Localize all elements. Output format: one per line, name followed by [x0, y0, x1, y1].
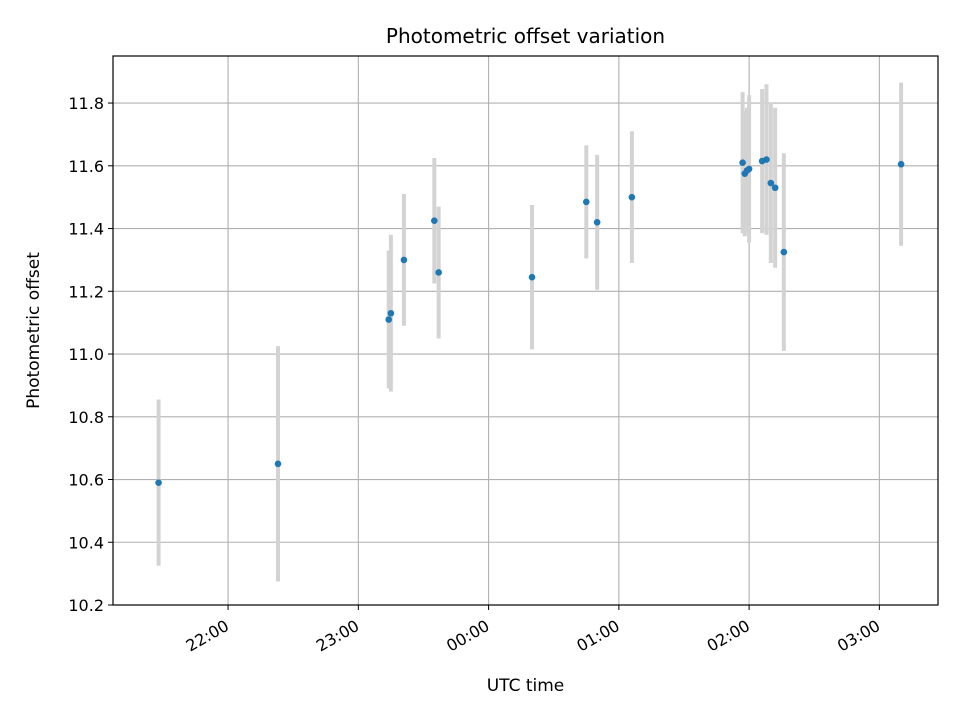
data-point [528, 273, 536, 281]
y-tick-label: 11.6 [68, 157, 104, 176]
x-axis-label: UTC time [487, 676, 565, 696]
data-point [780, 248, 788, 256]
data-point [897, 160, 905, 168]
plot-frame [112, 55, 939, 606]
data-point [435, 269, 442, 276]
y-tick-label: 11.0 [68, 345, 104, 364]
data-point [400, 256, 408, 264]
chart-title: Photometric offset variation [386, 24, 665, 48]
data-points [155, 156, 905, 486]
data-point [274, 460, 282, 468]
data-point [385, 316, 393, 323]
data-point [387, 309, 395, 317]
y-tick-label: 10.2 [68, 596, 104, 615]
y-axis-label: Photometric offset [24, 252, 44, 409]
y-tick-label: 11.8 [68, 94, 104, 113]
data-point [739, 159, 746, 166]
y-tick-label: 10.6 [68, 471, 104, 490]
data-point [763, 156, 770, 163]
data-point [431, 217, 438, 224]
y-tick-label: 11.4 [68, 220, 104, 239]
data-point [582, 198, 590, 206]
y-tick-label: 10.8 [68, 408, 104, 427]
grid [113, 56, 938, 606]
data-point [628, 193, 636, 201]
data-point [155, 479, 162, 486]
data-point [767, 179, 775, 187]
data-point [745, 165, 753, 173]
y-tick-label: 11.2 [68, 282, 104, 301]
y-tick-label: 10.4 [68, 533, 104, 552]
y-axis: 10.2 10.4 10.6 10.8 11.0 11.2 11.4 11.6 11.8 [68, 94, 113, 615]
data-point [593, 218, 601, 226]
data-point [771, 184, 779, 192]
